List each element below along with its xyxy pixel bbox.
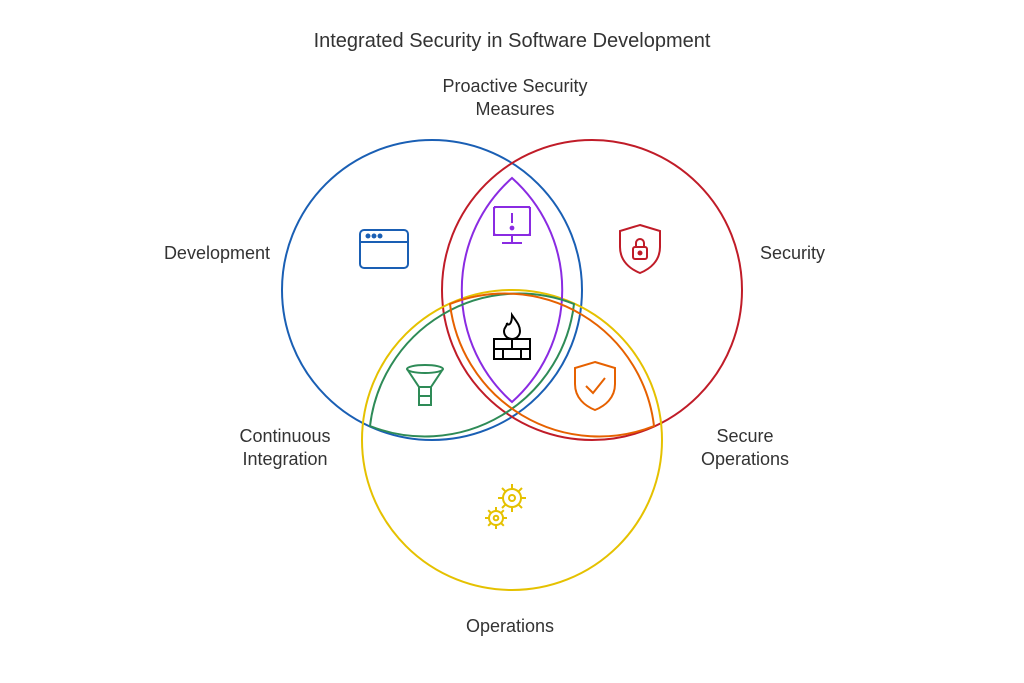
label-operations: Operations (440, 615, 580, 638)
label-proactive: Proactive Security Measures (410, 75, 620, 120)
label-security: Security (760, 242, 880, 265)
label-development: Development (130, 242, 270, 265)
label-secops: Secure Operations (680, 425, 810, 470)
label-ci: Continuous Integration (210, 425, 360, 470)
